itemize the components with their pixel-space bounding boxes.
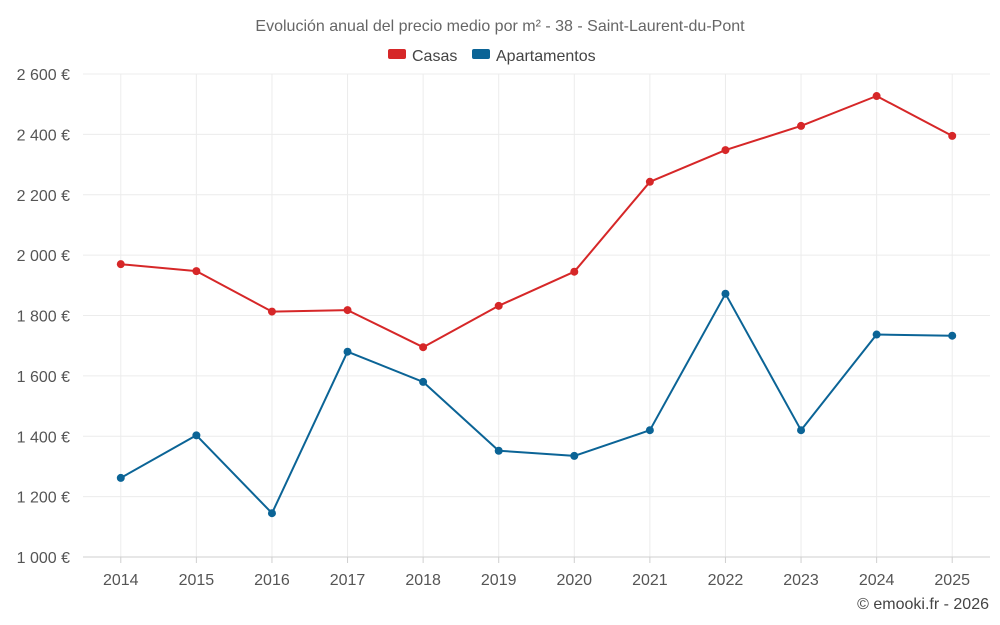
- apartamentos-point: [645, 426, 654, 435]
- copyright-credit: © emooki.fr - 2026: [857, 596, 989, 613]
- apartamentos-point: [797, 426, 806, 435]
- x-tick-label: 2025: [934, 572, 970, 589]
- x-tick-label: 2019: [481, 572, 517, 589]
- x-tick-label: 2023: [783, 572, 819, 589]
- y-tick-label: 1 200 €: [17, 490, 70, 507]
- legend: Casas Apartamentos: [388, 48, 596, 65]
- x-tick-label: 2016: [254, 572, 290, 589]
- legend-swatch-apartamentos: [472, 49, 490, 59]
- x-axis: 2014 2015 2016 2017 2018 2019 2020 2021 2022 2023…: [103, 557, 970, 589]
- apartamentos-point: [343, 347, 352, 356]
- apartamentos-point: [494, 446, 503, 455]
- apartamentos-point: [419, 377, 428, 386]
- y-tick-label: 2 000 €: [17, 248, 70, 265]
- y-tick-label: 1 800 €: [17, 309, 70, 326]
- x-tick-label: 2014: [103, 572, 139, 589]
- casas-point: [645, 177, 654, 186]
- casas-point: [872, 92, 881, 101]
- apartamentos-line: [120, 292, 953, 515]
- grid: [83, 73, 990, 558]
- x-tick-label: 2020: [556, 572, 592, 589]
- apartamentos-point: [570, 451, 579, 460]
- y-tick-label: 2 600 €: [17, 67, 70, 84]
- y-tick-label: 2 200 €: [17, 188, 70, 205]
- casas-point: [192, 267, 201, 276]
- x-tick-label: 2024: [859, 572, 895, 589]
- casas-point: [570, 267, 579, 276]
- casas-point: [721, 146, 730, 155]
- apartamentos-point: [948, 331, 957, 340]
- x-tick-label: 2018: [405, 572, 441, 589]
- casas-point: [494, 301, 503, 310]
- casas-point: [948, 131, 957, 140]
- apartamentos-point: [192, 431, 201, 440]
- casas-point: [343, 306, 352, 315]
- casas-point: [116, 260, 125, 269]
- casas-line: [120, 95, 953, 349]
- y-tick-label: 1 400 €: [17, 429, 70, 446]
- y-axis: 1 000 € 1 200 € 1 400 € 1 600 € 1 800 € 2 000…: [17, 67, 70, 567]
- legend-label-casas: Casas: [412, 48, 457, 65]
- apartamentos-point: [267, 509, 276, 518]
- y-tick-label: 1 000 €: [17, 550, 70, 567]
- legend-swatch-casas: [388, 49, 406, 59]
- apartamentos-point: [116, 473, 125, 482]
- casas-point: [267, 307, 276, 316]
- y-tick-label: 1 600 €: [17, 369, 70, 386]
- casas-point: [797, 121, 806, 130]
- x-tick-label: 2022: [708, 572, 744, 589]
- x-tick-label: 2021: [632, 572, 668, 589]
- series-layer: [116, 92, 957, 518]
- apartamentos-point: [872, 330, 881, 339]
- x-tick-label: 2017: [330, 572, 366, 589]
- y-tick-label: 2 400 €: [17, 127, 70, 144]
- chart-title: Evolución anual del precio medio por m² …: [255, 18, 745, 35]
- apartamentos-point: [721, 289, 730, 298]
- x-tick-label: 2015: [179, 572, 215, 589]
- casas-point: [419, 343, 428, 352]
- legend-label-apartamentos: Apartamentos: [496, 48, 596, 65]
